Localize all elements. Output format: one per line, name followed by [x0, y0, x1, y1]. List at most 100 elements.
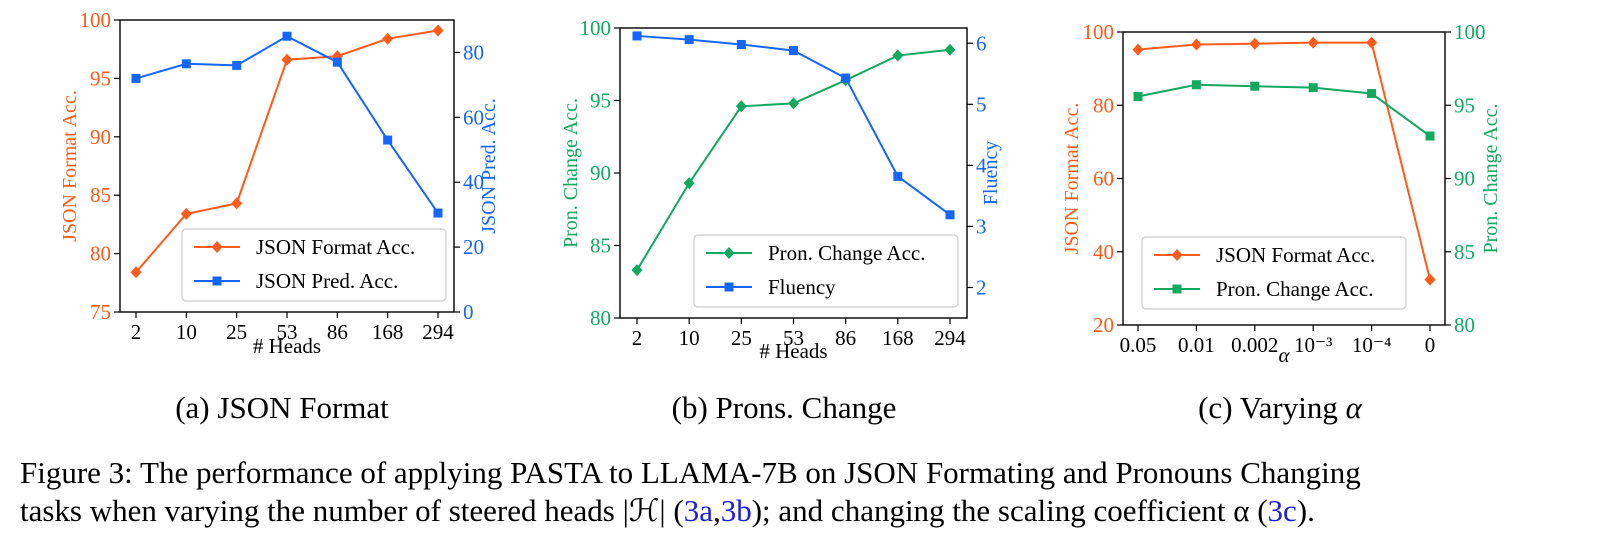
data-point [181, 59, 191, 69]
data-point [1307, 36, 1319, 49]
y-left-tick-label: 95 [90, 66, 111, 90]
data-point [788, 97, 799, 110]
caption-ref-3b[interactable]: 3b [720, 493, 752, 528]
data-point [1367, 89, 1377, 99]
series-line [636, 34, 951, 216]
chart-c: 0.05 0.01 0.002 10⁻³ 10⁻⁴ 0 α 20 40 60 80 100 JSON F… [1061, 20, 1502, 425]
data-point [432, 24, 444, 37]
x-tick-label: 168 [372, 320, 404, 344]
data-point [383, 135, 393, 145]
x-tick-label: 2 [131, 320, 142, 344]
subfigure-title: (b) Prons. Change [672, 390, 897, 425]
x-axis-label: α [1278, 343, 1290, 367]
legend-marker [724, 282, 734, 292]
y-right-tick-label: 4 [976, 153, 987, 177]
caption-text-1: The performance of applying PASTA to LLA… [140, 455, 1361, 490]
y-right-tick-label: 20 [463, 235, 484, 259]
legend-entry: Pron. Change Acc. [768, 241, 925, 265]
caption-line-2: tasks when varying the number of steered… [20, 492, 1610, 530]
caption-line-1: Figure 3: The performance of applying PA… [20, 454, 1610, 492]
caption-text-2c: ). [1296, 493, 1315, 528]
y-left-tick-label: 80 [590, 306, 611, 330]
data-point [736, 39, 746, 49]
series-1 [632, 31, 955, 220]
x-tick-label: 86 [835, 326, 856, 350]
y-right-axis-label: Fluency [980, 141, 1002, 205]
chart-a: 2 10 25 53 86 168 294 # Heads 75 80 85 90 95 100 JSON … [59, 8, 500, 425]
data-point [1190, 38, 1202, 51]
x-tick-label: 53 [277, 320, 298, 344]
legend-marker [211, 241, 223, 253]
y-left-tick-label: 75 [90, 300, 111, 324]
caption-ref-3a[interactable]: 3a [683, 493, 713, 528]
data-point [1191, 80, 1201, 90]
x-tick-label: 0.01 [1178, 333, 1215, 357]
data-point [332, 57, 342, 67]
x-tick-label: 294 [934, 326, 966, 350]
x-tick-label: 86 [327, 320, 348, 344]
data-point [945, 210, 955, 220]
x-tick-label: 2 [632, 326, 643, 350]
data-point [130, 266, 142, 279]
caption-label: Figure 3: [20, 455, 133, 490]
y-left-axis-label: Pron. Change Acc. [560, 98, 582, 248]
x-tick-label: 25 [226, 320, 247, 344]
data-point [893, 171, 903, 181]
x-tick-label: 10⁻³ [1294, 333, 1332, 357]
x-tick-label: 294 [422, 320, 454, 344]
y-right-tick-label: 80 [1454, 313, 1475, 337]
y-left-tick-label: 90 [90, 125, 111, 149]
data-point [131, 73, 141, 83]
data-point [1249, 37, 1261, 50]
y-right-tick-label: 5 [976, 92, 987, 116]
data-point [631, 264, 643, 277]
data-point [1132, 43, 1144, 56]
data-point [180, 207, 192, 220]
data-point [735, 100, 747, 113]
caption-text-2b: ); and changing the scaling coefficient … [751, 493, 1268, 528]
data-point [789, 46, 798, 56]
series-1 [131, 31, 443, 218]
legend-marker [212, 276, 222, 286]
data-point [281, 53, 293, 66]
legend-entry: JSON Format Acc. [256, 235, 415, 259]
data-point [1425, 131, 1435, 141]
data-point [1308, 83, 1318, 93]
legend: JSON Format Acc. Pron. Change Acc. [1141, 236, 1407, 310]
data-point [1424, 273, 1436, 286]
series-line [1137, 83, 1431, 137]
figure-caption: Figure 3: The performance of applying PA… [20, 454, 1610, 530]
y-right-tick-label: 6 [976, 31, 987, 55]
x-tick-label: 0 [1425, 333, 1436, 357]
data-point [632, 31, 642, 41]
legend-box [181, 228, 447, 302]
data-point [944, 43, 956, 56]
y-right-tick-label: 80 [463, 40, 484, 64]
alpha-symbol: α [1346, 390, 1363, 425]
subfigure-title: (c) Varying α [1198, 390, 1363, 425]
y-left-axis-label: JSON Format Acc. [59, 90, 81, 242]
y-left-tick-label: 80 [1093, 93, 1114, 117]
subfigure-title: (a) JSON Format [175, 390, 389, 425]
y-right-tick-label: 85 [1454, 240, 1475, 264]
data-point [683, 177, 695, 190]
data-point [433, 208, 443, 218]
series-line [1137, 41, 1431, 280]
y-left-tick-label: 60 [1093, 167, 1114, 191]
series-0 [1132, 36, 1436, 286]
y-left-tick-label: 20 [1093, 313, 1114, 337]
legend: Pron. Change Acc. Fluency [693, 234, 959, 308]
data-point [892, 49, 904, 62]
y-right-tick-label: 60 [463, 105, 484, 129]
y-right-tick-label: 3 [976, 214, 987, 238]
y-left-tick-label: 100 [1083, 20, 1115, 44]
y-right-tick-label: 95 [1454, 93, 1475, 117]
caption-ref-3c[interactable]: 3c [1267, 493, 1297, 528]
legend-marker [723, 247, 735, 259]
y-right-tick-label: 100 [1454, 20, 1486, 44]
x-tick-label: 53 [783, 326, 804, 350]
x-tick-label: 10⁻⁴ [1352, 333, 1391, 357]
y-left-tick-label: 90 [590, 161, 611, 185]
y-left-tick-label: 85 [590, 234, 611, 258]
legend-box [1141, 236, 1407, 310]
